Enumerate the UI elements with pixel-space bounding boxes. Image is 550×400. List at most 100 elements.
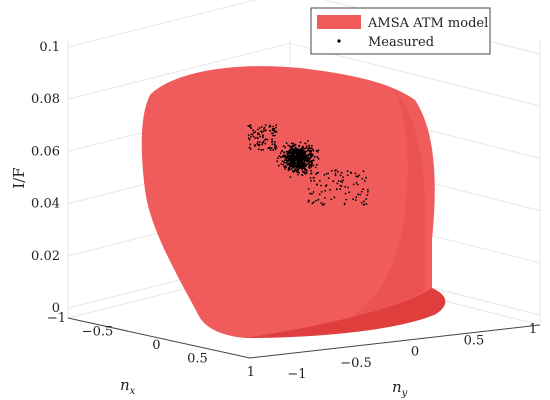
measured-point [275,131,278,134]
measured-point [363,203,366,206]
measured-point [317,198,320,201]
y-tick-label: 1 [529,322,537,337]
measured-point [286,160,288,163]
measured-point [273,143,276,146]
measured-point [309,163,312,166]
measured-point [342,179,345,182]
measured-point [362,188,364,191]
measured-point [308,144,311,147]
measured-point [358,174,360,177]
legend: AMSA ATM model Measured [310,7,491,55]
measured-point [291,148,294,151]
z-tick-labels: 0 0.02 0.04 0.06 0.08 0.1 [31,40,60,316]
measured-point [361,177,364,180]
measured-point [261,141,264,144]
measured-point [254,137,257,139]
measured-point [320,191,323,193]
measured-point [289,164,292,167]
measured-point [284,156,287,159]
measured-point [292,152,294,154]
measured-point [300,161,303,164]
measured-point [310,149,312,152]
measured-point [283,166,286,168]
measured-point [308,166,310,169]
measured-point [339,174,342,177]
measured-point [367,188,369,191]
measured-point [290,156,292,158]
z-tick-label: 0.02 [31,249,60,264]
measured-point [327,172,330,175]
measured-point [298,156,301,159]
measured-point [348,191,350,194]
measured-point [341,181,344,184]
measured-point [291,146,293,149]
measured-point [301,168,304,170]
measured-point [297,168,299,171]
measured-point [308,162,310,165]
measured-point [257,148,260,151]
measured-point [324,197,326,199]
measured-point [365,198,367,200]
measured-point [310,169,312,172]
x-axis-label: nx [120,376,136,397]
measured-point [315,163,318,166]
measured-point [284,159,286,162]
measured-point [360,190,363,193]
measured-point [296,158,299,161]
measured-point [294,151,296,154]
measured-point [262,148,264,151]
measured-point [271,140,274,143]
measured-point [312,159,315,162]
measured-point [300,148,302,150]
measured-point [273,127,276,130]
measured-point [260,130,262,133]
measured-point [300,158,303,160]
measured-point [292,158,295,161]
x-tick-label: 1 [247,365,255,380]
x-tick-label: 0.5 [187,352,208,367]
measured-point [306,158,308,161]
measured-point [269,149,272,151]
measured-point [248,125,251,127]
x-tick-label: 0 [152,338,160,353]
measured-point [309,192,311,195]
measured-point [317,149,320,152]
measured-point [263,127,265,130]
measured-point [272,129,275,132]
measured-point [313,179,316,182]
z-tick-label: 0.1 [39,40,60,55]
measured-point [249,148,252,150]
z-tick-label: 0.06 [31,144,60,159]
measured-point [299,141,302,144]
measured-point [284,168,286,170]
measured-point [248,146,251,149]
measured-point [274,148,277,151]
y-axis-label: ny [392,378,408,399]
measured-point [303,157,305,160]
z-grid-line [67,42,291,100]
measured-point [302,165,304,168]
measured-point [330,169,333,172]
measured-point [274,141,276,144]
measured-point [355,181,358,184]
measured-point [290,142,293,145]
measured-point [306,163,309,166]
measured-point [272,125,275,128]
measured-point [311,192,313,195]
measured-point [344,185,347,188]
measured-point [291,168,293,170]
measured-point [365,176,367,179]
measured-point [305,171,308,174]
measured-point [309,177,312,180]
measured-point [299,152,301,155]
measured-point [297,160,300,163]
measured-point [292,156,295,159]
measured-point [312,164,315,167]
measured-point [323,203,326,205]
measured-point [352,183,355,186]
measured-point [304,147,307,150]
measured-point [312,176,315,179]
measured-point [320,184,322,187]
measured-point [290,151,293,153]
